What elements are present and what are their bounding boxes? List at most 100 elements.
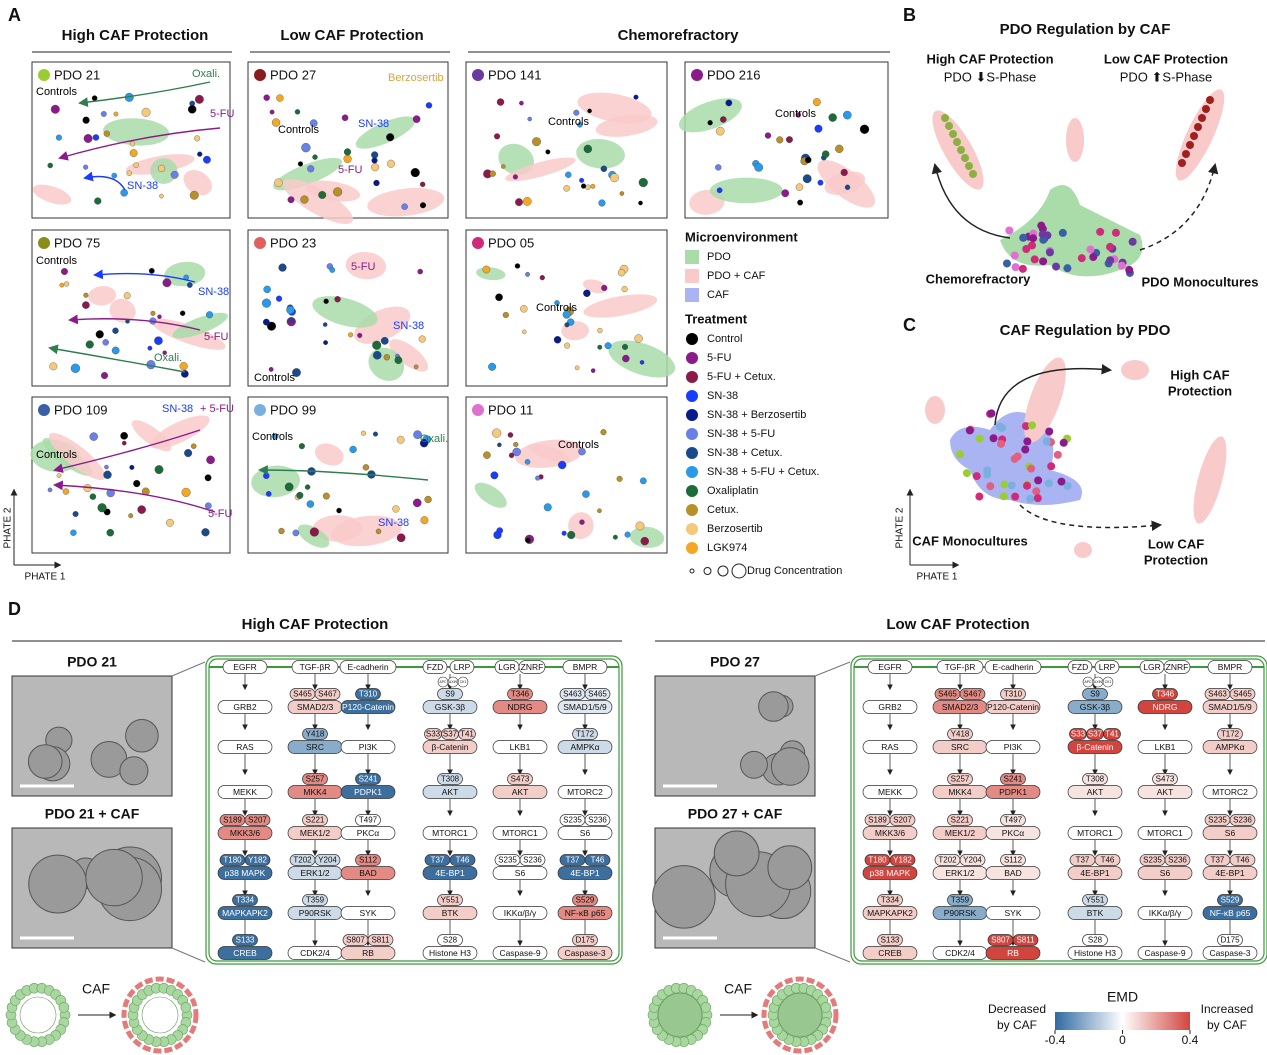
sample-dot xyxy=(507,432,514,438)
legend-swatch xyxy=(685,269,699,283)
site-label: T41 xyxy=(1105,730,1119,739)
sample-dot xyxy=(194,135,201,142)
legend-label: Drug Concentration xyxy=(747,565,842,577)
organoid xyxy=(119,756,149,786)
panel-letter: D xyxy=(8,599,21,619)
cluster-blob xyxy=(1000,185,1143,277)
site-node xyxy=(1082,773,1108,785)
sample-dot xyxy=(844,184,851,190)
sample-dot xyxy=(201,528,210,537)
protein-label: AKT xyxy=(1087,787,1104,797)
site-label: T310 xyxy=(1004,690,1023,699)
protein-label: P120-Catenin xyxy=(342,702,394,712)
protein-label: NF-κB p65 xyxy=(565,908,606,918)
protein-label: 4E-BP1 xyxy=(1215,868,1245,878)
site-label: T46 xyxy=(1236,856,1250,865)
sample-dot xyxy=(600,429,607,436)
sample-dot xyxy=(85,340,94,349)
protein-node xyxy=(340,946,396,960)
sample-dot xyxy=(539,275,545,281)
sample-dot xyxy=(640,536,649,546)
annotation: Controls xyxy=(775,108,816,120)
protein-label: 4E-BP1 xyxy=(435,868,465,878)
sample-dot xyxy=(129,149,138,157)
protein-node xyxy=(557,906,613,920)
sample-dot xyxy=(396,435,405,444)
complex-label: CK1 xyxy=(1105,680,1112,684)
cell-core xyxy=(657,992,703,1038)
protein-node xyxy=(217,866,273,880)
sample-dot xyxy=(181,487,191,497)
sample-dot xyxy=(535,475,541,481)
legend-label: Berzosertib xyxy=(707,523,763,535)
cluster-blob xyxy=(88,285,117,306)
cell xyxy=(180,1002,192,1013)
sample-dot xyxy=(1063,264,1072,273)
sample-dot xyxy=(525,271,530,277)
protein-label: GSK-3β xyxy=(1080,702,1111,712)
protein-node xyxy=(422,740,478,754)
protein-node xyxy=(340,785,396,799)
site-label: S207 xyxy=(248,816,267,825)
organoid xyxy=(770,747,810,786)
annotation: Controls xyxy=(252,431,293,443)
protein-node xyxy=(492,826,548,840)
trajectory-arrow xyxy=(53,429,201,473)
site-label: Y418 xyxy=(306,730,325,739)
protein-label: P120-Catenin xyxy=(987,702,1039,712)
protein-label: S6 xyxy=(515,868,526,878)
protein-label: Caspase-9 xyxy=(499,948,540,958)
protein-label: BTK xyxy=(1087,908,1104,918)
protein-node xyxy=(340,906,396,920)
protein-node xyxy=(862,826,918,840)
protein-node xyxy=(1137,946,1193,960)
sample-dot xyxy=(493,530,502,540)
annotation: 5-FU xyxy=(338,164,363,176)
sample-dot xyxy=(840,168,848,177)
protein-label: GRB2 xyxy=(878,702,901,712)
legend-label: SN-38 + Cetux. xyxy=(707,447,783,459)
site-label: Y182 xyxy=(248,856,267,865)
sample-dot xyxy=(715,164,722,171)
sample-dot xyxy=(1010,251,1019,260)
protein-label: MEK1/2 xyxy=(945,828,976,838)
sample-dot xyxy=(1194,123,1202,131)
sample-dot xyxy=(776,136,784,144)
protein-node xyxy=(862,946,918,960)
sample-dot xyxy=(287,196,295,204)
sample-dot xyxy=(565,171,572,178)
protein-node xyxy=(492,700,548,714)
organoid xyxy=(713,830,760,877)
sample-dot xyxy=(154,465,164,474)
colorbar-tick-label: -0.4 xyxy=(1045,1033,1066,1047)
site-node xyxy=(1152,688,1178,700)
pdo-label: PDO 99 xyxy=(270,402,316,417)
sample-dot xyxy=(265,491,272,497)
sample-dot xyxy=(564,322,570,328)
site-label: T497 xyxy=(1004,816,1023,825)
sample-dot xyxy=(89,432,98,441)
sample-dot xyxy=(1028,421,1037,430)
site-node xyxy=(437,934,463,946)
protein-node xyxy=(217,700,273,714)
site-label: S235 xyxy=(1208,816,1227,825)
legend-dot xyxy=(686,428,698,440)
colorbar-end-label: by CAF xyxy=(1207,1018,1247,1032)
site-node xyxy=(355,773,381,785)
cluster-blob xyxy=(131,420,172,452)
image-title: PDO 27 xyxy=(710,654,760,670)
panel-title: CAF Regulation by PDO xyxy=(1000,322,1171,339)
legend-label: LGK974 xyxy=(707,542,747,554)
site-label: S257 xyxy=(951,775,970,784)
protein-node xyxy=(1067,785,1123,799)
protein-node xyxy=(1137,740,1193,754)
protein-label: AKT xyxy=(1157,787,1174,797)
sample-dot xyxy=(822,150,830,158)
site-label: S9 xyxy=(445,690,455,699)
sample-dot xyxy=(1027,464,1036,473)
site-node xyxy=(1082,894,1108,906)
protein-label: LKB1 xyxy=(1155,742,1176,752)
cluster-blob xyxy=(354,306,411,344)
site-label: T37 xyxy=(431,856,445,865)
annotation: Controls xyxy=(36,449,77,461)
